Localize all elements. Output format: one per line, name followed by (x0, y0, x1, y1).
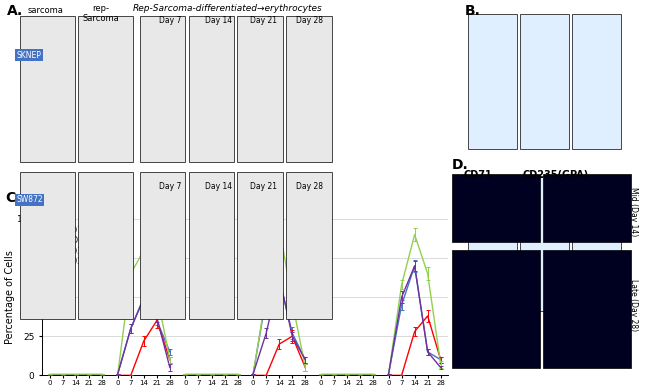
Text: sarcoma: sarcoma (27, 6, 64, 15)
Text: CD71: CD71 (463, 170, 492, 180)
Text: Day 7: Day 7 (159, 16, 181, 25)
Text: Day 28: Day 28 (296, 182, 323, 191)
Legend: CD71, CD235a (GPA), CD36, CD34: CD71, CD235a (GPA), CD36, CD34 (46, 223, 124, 269)
Text: Day 21: Day 21 (250, 182, 278, 191)
Text: Day 14: Day 14 (205, 182, 232, 191)
Text: SKNEP: SKNEP (16, 51, 41, 60)
Text: CD235(GPA): CD235(GPA) (523, 170, 589, 180)
Text: C.: C. (6, 191, 21, 205)
Text: Day 7: Day 7 (159, 182, 181, 191)
Text: Day 21: Day 21 (250, 16, 278, 25)
Text: Mid (Day 14): Mid (Day 14) (629, 187, 638, 236)
Text: Day 28: Day 28 (296, 16, 323, 25)
Text: rep-
Sarcoma: rep- Sarcoma (83, 4, 119, 23)
Text: SW872: SW872 (16, 196, 43, 204)
Text: A.: A. (6, 4, 23, 18)
Text: Rep-Sarcoma-differentiated→erythrocytes: Rep-Sarcoma-differentiated→erythrocytes (133, 4, 322, 13)
Text: D.: D. (452, 158, 469, 172)
Text: B.: B. (465, 4, 480, 18)
Y-axis label: Percentage of Cells: Percentage of Cells (5, 250, 14, 344)
Text: Late (Day 28): Late (Day 28) (629, 279, 638, 331)
Text: Day 14: Day 14 (205, 16, 232, 25)
